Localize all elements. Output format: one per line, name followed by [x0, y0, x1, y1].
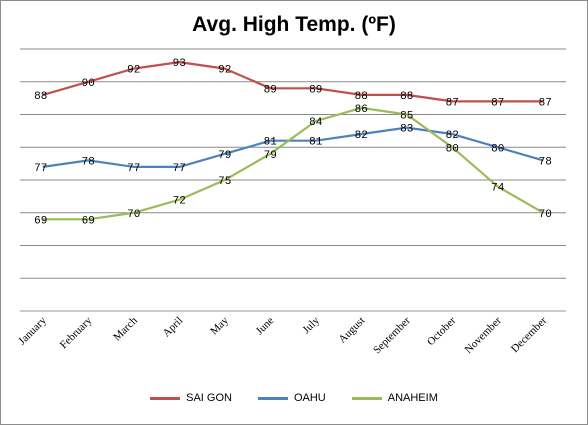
data-label: 81 [264, 137, 278, 149]
series-line [42, 106, 544, 221]
data-label: 81 [309, 137, 323, 149]
data-label: 82 [446, 130, 459, 142]
x-tick-label: October [425, 314, 459, 348]
legend-label: ANAHEIM [387, 392, 438, 404]
data-label: 70 [539, 209, 552, 221]
legend-swatch [351, 396, 382, 400]
data-label: 78 [539, 156, 552, 168]
legend-label: SAI GON [186, 392, 232, 404]
x-tick-label: January [16, 314, 49, 347]
data-label: 87 [491, 97, 504, 109]
plot-area: January February March April May June July Augu… [16, 48, 566, 356]
x-tick-label: May [208, 314, 231, 337]
legend-item: ANAHEIM [351, 392, 438, 404]
data-label: 93 [173, 58, 186, 70]
legend: SAI GON OAHU ANAHEIM [1, 392, 587, 404]
legend-swatch [150, 396, 181, 400]
series-line [42, 60, 544, 103]
data-label: 79 [218, 150, 231, 162]
data-label: 77 [173, 163, 186, 175]
data-label: 83 [400, 124, 413, 136]
data-label: 90 [82, 78, 95, 90]
data-label: 72 [173, 196, 186, 208]
data-label: 87 [446, 97, 459, 109]
data-label: 84 [309, 117, 323, 129]
data-label: 88 [34, 91, 47, 103]
series-line [42, 126, 544, 168]
x-tick-label: November [463, 314, 505, 356]
x-tick-label: February [58, 314, 95, 351]
data-label: 88 [400, 91, 413, 103]
data-label: 87 [539, 97, 552, 109]
legend-item: OAHU [257, 392, 326, 404]
data-label: 89 [309, 84, 322, 96]
data-label: 70 [127, 209, 140, 221]
data-label: 80 [491, 143, 504, 155]
data-label: 69 [82, 215, 95, 227]
data-label: 92 [127, 65, 140, 77]
data-label: 77 [34, 163, 47, 175]
data-label: 80 [446, 143, 459, 155]
data-label: 74 [491, 183, 505, 195]
data-label: 82 [355, 130, 368, 142]
data-label: 89 [264, 84, 277, 96]
legend-label: OAHU [293, 392, 326, 404]
x-tick-label: September [371, 314, 413, 356]
x-tick-label: March [111, 314, 140, 343]
data-label: 75 [218, 176, 231, 188]
data-label: 69 [34, 215, 47, 227]
data-label: 88 [355, 91, 368, 103]
data-label: 79 [264, 150, 277, 162]
legend-swatch [257, 396, 288, 400]
data-label: 78 [82, 156, 95, 168]
data-label: 92 [218, 65, 231, 77]
x-tick-label: June [254, 315, 277, 338]
data-label: 77 [127, 163, 140, 175]
data-label: 85 [400, 111, 413, 123]
data-label: 86 [355, 104, 368, 116]
legend-item: SAI GON [150, 392, 232, 404]
x-tick-label: December [509, 314, 550, 355]
x-tick-label: August [336, 315, 367, 346]
x-tick-label: July [300, 314, 322, 336]
chart-title: Avg. High Temp. (ºF) [192, 13, 396, 36]
x-tick-label: April [160, 315, 185, 340]
